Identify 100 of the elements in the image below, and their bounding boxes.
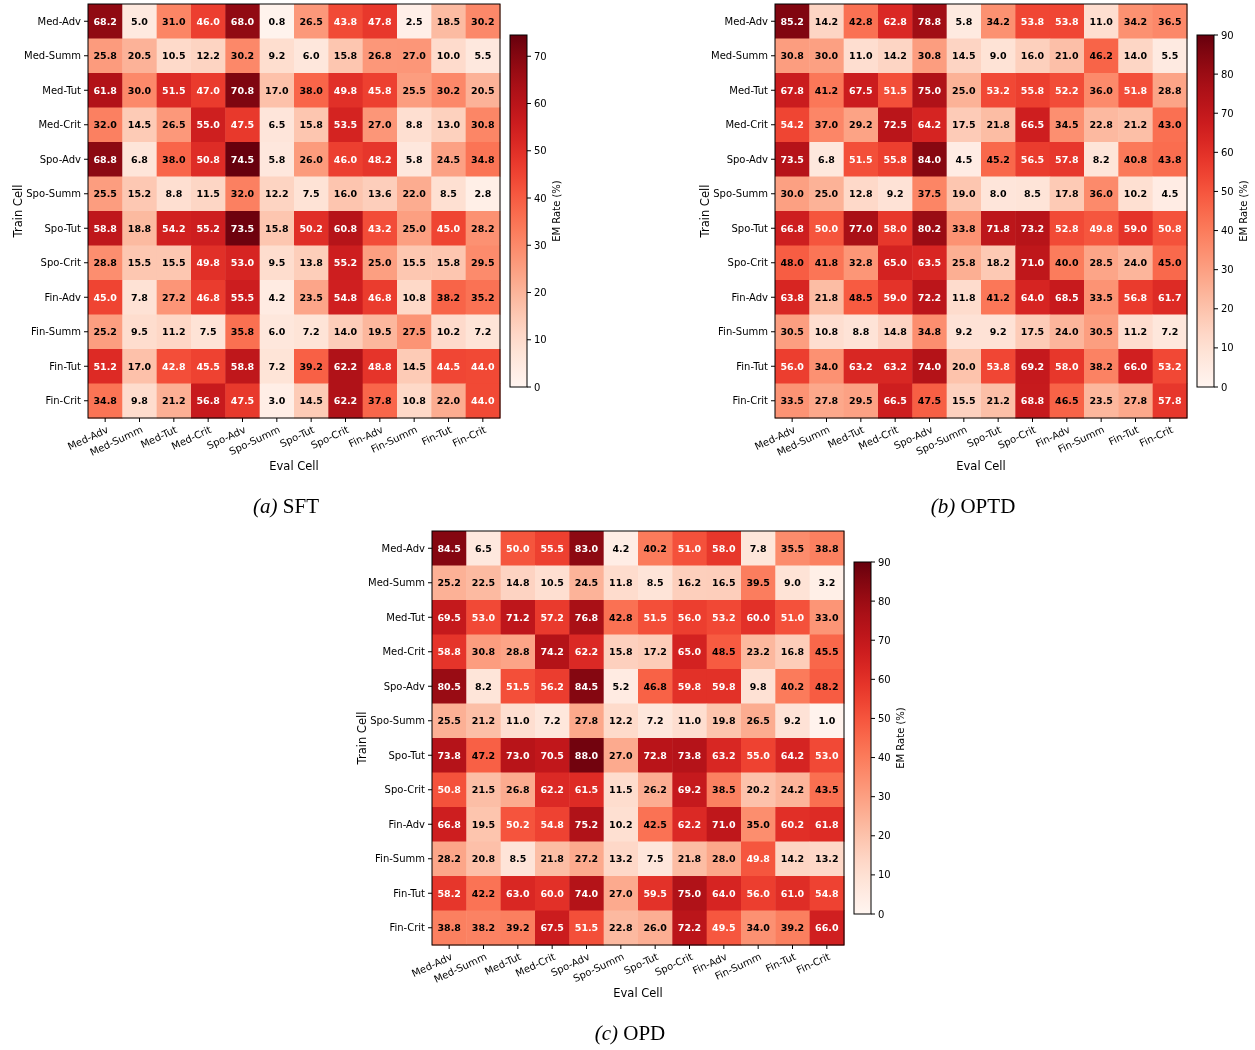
data-label: 17.2 [643,646,667,658]
data-label: 76.8 [574,611,599,623]
data-label: 14.8 [883,326,908,338]
data-label: 15.2 [127,188,152,200]
data-label: 68.8 [1020,395,1045,407]
data-label: 66.0 [815,922,839,934]
color-bar-label: 20 [878,830,891,842]
data-label: 53.8 [1055,15,1079,27]
color-bar-label: 40 [1221,225,1234,237]
data-label: 39.2 [299,360,323,372]
data-label: 7.5 [302,188,320,200]
color-bar-label: 80 [878,595,891,607]
data-label: 49.5 [712,922,736,934]
data-label: 8.5 [509,853,527,865]
data-label: 72.8 [643,749,668,761]
data-label: 30.2 [436,84,461,96]
data-label: 21.2 [471,715,496,727]
data-label: 8.2 [475,680,492,692]
data-label: 66.8 [437,818,462,830]
data-label: 20.8 [471,853,496,865]
data-label: 20.5 [471,84,495,96]
data-label: 53.0 [230,257,255,269]
data-label: 4.2 [268,291,286,303]
data-label: 18.5 [436,15,461,27]
data-label: 11.8 [609,577,633,589]
text: (c) OPD [594,1021,666,1045]
data-label: 27.0 [609,887,633,899]
color-bar-label: 70 [534,50,547,62]
y-tick-label: Med-Adv [724,15,769,27]
data-label: 54.2 [780,119,804,131]
data-label: 43.5 [815,784,839,796]
data-label: 10.5 [162,50,186,62]
data-label: 7.2 [1161,326,1179,338]
data-label: 34.0 [814,360,839,372]
data-label: 21.8 [677,853,702,865]
data-label: 51.5 [574,922,599,934]
data-label: 8.8 [852,326,870,338]
data-label: 45.8 [368,84,392,96]
data-label: 68.5 [1055,291,1079,303]
data-label: 30.8 [471,646,496,658]
data-label: 66.0 [1123,360,1148,372]
data-label: 27.0 [402,50,427,62]
data-label: 14.5 [952,50,976,62]
data-label: 21.5 [471,784,496,796]
y-tick-label: Med-Tut [386,611,426,623]
data-label: 53.8 [986,360,1011,372]
data-label: 51.5 [643,611,667,623]
data-label: 53.2 [712,611,736,623]
x-axis-title: Eval Cell [956,459,1006,473]
data-label: 66.5 [1020,119,1045,131]
y-tick-label: Med-Tut [42,84,82,96]
color-bar-title: EM Rate (%) [551,180,562,242]
data-label: 43.8 [333,15,358,27]
data-label: 64.0 [712,887,736,899]
data-label: 34.5 [1055,119,1079,131]
y-tick-label: Med-Crit [725,119,769,131]
data-label: 58.8 [230,360,255,372]
data-label: 14.5 [127,119,152,131]
y-tick-label: Med-Crit [382,646,426,658]
data-label: 45.0 [93,291,118,303]
data-label: 45.0 [1158,257,1182,269]
data-label: 48.2 [815,680,839,692]
data-label: 43.0 [1158,119,1182,131]
data-label: 17.0 [127,360,152,372]
data-label: 14.2 [883,50,907,62]
data-label: 11.0 [677,715,702,727]
data-label: 21.8 [540,853,565,865]
data-label: 11.8 [952,291,976,303]
y-tick-label: Med-Summ [711,50,768,62]
data-label: 75.2 [574,818,599,830]
color-bar-label: 10 [534,334,547,346]
data-label: 8.5 [646,577,664,589]
data-label: 65.0 [677,646,702,658]
data-label: 13.6 [368,188,392,200]
data-label: 29.2 [849,119,873,131]
data-label: 84.0 [917,153,942,165]
data-label: 36.0 [1089,84,1114,96]
data-label: 28.2 [437,853,461,865]
data-label: 26.5 [299,15,323,27]
data-label: 44.0 [471,360,495,372]
data-label: 48.8 [368,360,392,372]
data-label: 22.0 [402,188,427,200]
data-label: 36.0 [1089,188,1114,200]
data-label: 15.5 [402,257,426,269]
data-label: 25.8 [93,50,118,62]
data-label: 61.8 [93,84,118,96]
x-axis-title: Eval Cell [269,459,319,473]
data-label: 77.0 [849,222,873,234]
data-label: 45.5 [196,360,220,372]
data-label: 62.2 [333,360,358,372]
data-label: 14.0 [333,326,358,338]
y-tick-label: Med-Tut [729,84,769,96]
data-label: 59.5 [643,887,667,899]
data-label: 48.5 [849,291,873,303]
data-label: 12.2 [196,50,220,62]
y-tick-label: Fin-Summ [31,326,81,338]
data-label: 9.2 [989,326,1007,338]
data-label: 58.8 [437,646,462,658]
data-label: 84.5 [574,680,599,692]
data-label: 54.8 [815,887,839,899]
